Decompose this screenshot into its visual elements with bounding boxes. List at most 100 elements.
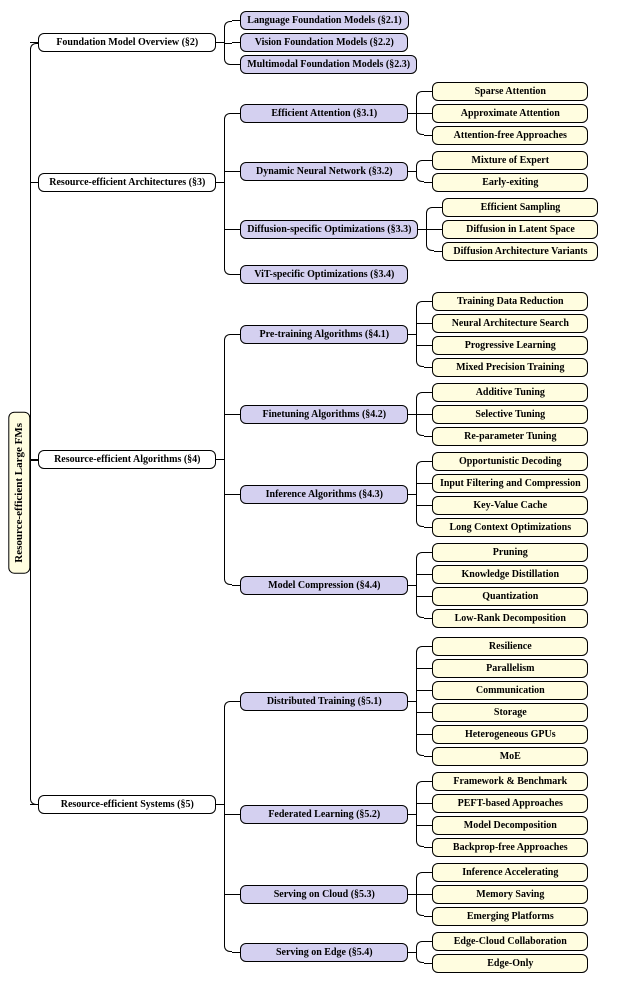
children-stack: PruningKnowledge DistillationQuantizatio… <box>424 541 588 629</box>
fan: Pre-training Algorithms (§4.1)Training D… <box>224 289 588 631</box>
child-row: Key-Value Cache <box>424 496 588 515</box>
connector-rail <box>416 290 424 378</box>
connector-tick <box>424 461 432 462</box>
connector-tick <box>434 207 442 208</box>
node-box: Multimodal Foundation Models (§2.3) <box>240 55 417 74</box>
children-stack: Additive TuningSelective TuningRe-parame… <box>424 381 588 447</box>
connector-tick <box>424 941 432 942</box>
connector-tick <box>434 229 442 230</box>
children-stack: Edge-Cloud CollaborationEdge-Only <box>424 930 588 974</box>
node-box: Vision Foundation Models (§2.2) <box>240 33 408 52</box>
connector-tick <box>232 171 240 172</box>
node-box: Key-Value Cache <box>432 496 588 515</box>
connector-h <box>216 459 224 460</box>
tree-node: Resilience <box>432 637 588 656</box>
node-box: Re-parameter Tuning <box>432 427 588 446</box>
child-row: Heterogeneous GPUs <box>424 725 588 744</box>
connector-h <box>408 814 416 815</box>
connector-tick <box>424 301 432 302</box>
tree-node: Finetuning Algorithms (§4.2)Additive Tun… <box>240 381 588 447</box>
tree-node: Dynamic Neural Network (§3.2)Mixture of … <box>240 149 588 193</box>
child-row: Resource-efficient Architectures (§3)Eff… <box>30 79 598 286</box>
connector-tick <box>424 847 432 848</box>
connector-tick <box>424 894 432 895</box>
node-box: Quantization <box>432 587 588 606</box>
child-row: Foundation Model Overview (§2)Language F… <box>30 10 598 76</box>
children-stack: Opportunistic DecodingInput Filtering an… <box>424 450 588 538</box>
fan: Framework & Benchmark PEFT-based Approach… <box>416 770 588 858</box>
connector-tick <box>424 803 432 804</box>
connector-tick <box>424 596 432 597</box>
connector-tick <box>232 274 240 275</box>
tree-node: Efficient Attention (§3.1)Sparse Attenti… <box>240 80 588 146</box>
node-box: Serving on Cloud (§5.3) <box>240 885 408 904</box>
child-row: Diffusion Architecture Variants <box>434 242 598 261</box>
node-box: Inference Accelerating <box>432 863 588 882</box>
fan: Resilience Parallelism Communication Storag… <box>416 635 588 767</box>
connector-tick <box>424 505 432 506</box>
child-row: Communication <box>424 681 588 700</box>
tree-node: Language Foundation Models (§2.1) <box>240 11 408 30</box>
tree-node: Communication <box>432 681 588 700</box>
child-row: Efficient Sampling <box>434 198 598 217</box>
children-stack: Framework & Benchmark PEFT-based Approach… <box>424 770 588 858</box>
node-box: Communication <box>432 681 588 700</box>
child-row: Serving on Cloud (§5.3) Inference Acceler… <box>232 861 588 927</box>
child-row: Additive Tuning <box>424 383 588 402</box>
tree-node: Pruning <box>432 543 588 562</box>
connector-h <box>408 494 416 495</box>
connector-h <box>408 414 416 415</box>
node-box: Model Compression (§4.4) <box>240 576 408 595</box>
child-row: Diffusion in Latent Space <box>434 220 598 239</box>
child-row: Federated Learning (§5.2)Framework & Ben… <box>232 770 588 858</box>
child-row: Storage <box>424 703 588 722</box>
connector-rail <box>224 289 232 631</box>
tree-node: Model Decomposition <box>432 816 588 835</box>
node-box: Framework & Benchmark <box>432 772 588 791</box>
node-box: ViT-specific Optimizations (§3.4) <box>240 265 408 284</box>
connector-h <box>408 585 416 586</box>
child-row: Mixture of Expert <box>424 151 588 170</box>
child-row: Edge-Only <box>424 954 588 973</box>
connector-tick <box>424 618 432 619</box>
children-stack: Efficient Sampling Diffusion in Latent Sp… <box>434 196 598 262</box>
node-box: Serving on Edge (§5.4) <box>240 943 408 962</box>
tree-node: Framework & Benchmark <box>432 772 588 791</box>
tree-node: Attention-free Approaches <box>432 126 588 145</box>
connector-h <box>418 229 426 230</box>
connector-tick <box>424 916 432 917</box>
child-row: ViT-specific Optimizations (§3.4) <box>232 265 598 284</box>
fan: Distributed Training (§5.1)ResiliencePar… <box>224 634 588 976</box>
connector-tick <box>424 160 432 161</box>
tree-node: Parallelism <box>432 659 588 678</box>
connector-tick <box>232 585 240 586</box>
node-box: Memory Saving <box>432 885 588 904</box>
tree-node: Serving on Cloud (§5.3) Inference Acceler… <box>240 861 588 927</box>
fan: Inference AcceleratingMemory SavingEmerg… <box>416 861 588 927</box>
node-box: Diffusion in Latent Space <box>442 220 598 239</box>
fan: Sparse AttentionApproximate AttentionAtt… <box>416 80 588 146</box>
connector-rail <box>416 635 424 767</box>
child-row: Memory Saving <box>424 885 588 904</box>
tree-node: Resource-efficient Algorithms (§4)Pre-tr… <box>38 289 588 631</box>
children-stack: Resilience Parallelism Communication Storag… <box>424 635 588 767</box>
fan: Training Data ReductionNeural Architectu… <box>416 290 588 378</box>
tree-node: Foundation Model Overview (§2)Language F… <box>38 10 417 76</box>
connector-tick <box>424 552 432 553</box>
tree-node: Early-exiting <box>432 173 588 192</box>
node-box: Approximate Attention <box>432 104 588 123</box>
fan: Mixture of Expert Early-exiting <box>416 149 588 193</box>
tree-node: Edge-Only <box>432 954 588 973</box>
fan: Efficient Attention (§3.1)Sparse Attenti… <box>224 79 598 286</box>
connector-tick <box>232 414 240 415</box>
children-stack: Language Foundation Models (§2.1) Vision … <box>232 10 417 76</box>
connector-tick <box>424 690 432 691</box>
child-row: Input Filtering and Compression <box>424 474 588 493</box>
node-box: Diffusion Architecture Variants <box>442 242 598 261</box>
connector-tick <box>30 182 38 183</box>
connector-h <box>408 894 416 895</box>
child-row: Dynamic Neural Network (§3.2)Mixture of … <box>232 149 598 193</box>
child-row: PEFT-based Approaches <box>424 794 588 813</box>
child-row: Resource-efficient Algorithms (§4)Pre-tr… <box>30 289 598 631</box>
node-box: Model Decomposition <box>432 816 588 835</box>
